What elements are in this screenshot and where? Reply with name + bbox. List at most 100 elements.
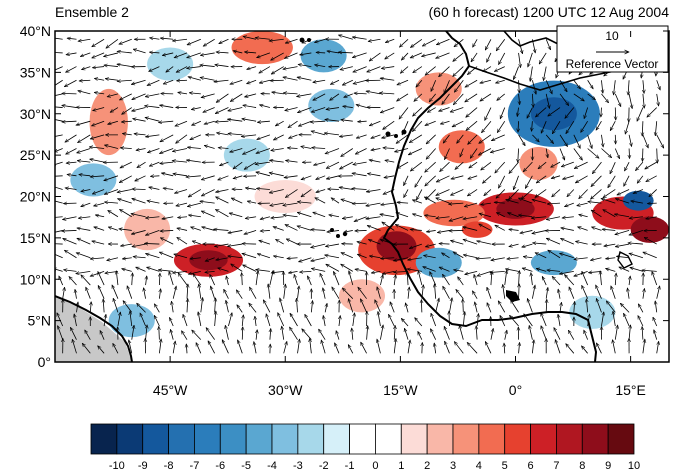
- wind-vector: [444, 80, 450, 93]
- wind-vector: [385, 160, 395, 162]
- wind-vector: [161, 173, 174, 177]
- wind-vector: [579, 215, 588, 217]
- wind-vector: [356, 105, 367, 108]
- wind-vector: [509, 229, 519, 230]
- wind-vector: [215, 65, 229, 67]
- wind-vector: [368, 239, 381, 245]
- wind-vector: [581, 120, 588, 132]
- wind-vector: [459, 325, 464, 340]
- wind-vector: [439, 267, 450, 272]
- wind-vector: [192, 330, 202, 340]
- wind-vector: [81, 66, 91, 70]
- wind-vector: [592, 161, 602, 173]
- wind-vector: [104, 65, 118, 66]
- wind-vector: [223, 289, 229, 299]
- wind-vector: [470, 148, 478, 159]
- wind-vector: [145, 134, 160, 137]
- wind-vector: [635, 161, 644, 170]
- colorbar-label: -4: [267, 460, 277, 471]
- wind-vector: [187, 284, 188, 299]
- wind-vector: [495, 161, 506, 173]
- wind-vector: [482, 175, 492, 183]
- wind-vector: [604, 243, 616, 246]
- wind-vector: [369, 160, 381, 163]
- wind-vector: [145, 230, 160, 235]
- wind-vector: [408, 287, 409, 299]
- wind-vector: [535, 189, 547, 197]
- wind-vector: [90, 302, 91, 313]
- wind-vector: [233, 51, 243, 53]
- wind-vector: [122, 107, 132, 115]
- wind-vector: [497, 120, 506, 132]
- wind-vector: [122, 258, 132, 259]
- wind-vector: [145, 217, 160, 218]
- wind-vector: [353, 313, 355, 327]
- wind-vector: [188, 270, 201, 274]
- wind-vector: [440, 120, 450, 124]
- wind-vector: [145, 117, 160, 122]
- wind-vector: [596, 120, 602, 130]
- wind-vector: [408, 148, 423, 156]
- wind-vector: [171, 301, 173, 313]
- wind-vector: [218, 175, 229, 180]
- wind-vector: [561, 161, 574, 167]
- wind-vector: [396, 134, 409, 144]
- wind-vector: [425, 66, 436, 76]
- colorbar-swatch: [607, 423, 635, 455]
- wind-vector: [159, 326, 160, 340]
- wind-vector: [560, 253, 574, 259]
- wind-vector: [601, 134, 603, 147]
- wind-vector: [628, 243, 643, 244]
- wind-vector: [243, 148, 257, 155]
- wind-vector: [367, 173, 381, 177]
- lon-tick-label: 15°E: [615, 382, 646, 398]
- wind-vector: [255, 38, 270, 40]
- wind-vector: [652, 317, 658, 327]
- wind-vector: [209, 274, 216, 286]
- wind-vector: [440, 161, 450, 171]
- wind-vector: [475, 302, 478, 313]
- wind-vector: [464, 202, 478, 207]
- wind-vector: [601, 312, 603, 327]
- wind-vector: [601, 199, 616, 204]
- wind-vector: [170, 329, 174, 340]
- wind-vector: [257, 52, 271, 58]
- wind-vector: [481, 203, 492, 205]
- wind-vector: [498, 52, 506, 65]
- map-panel: [55, 31, 669, 362]
- wind-vector: [271, 148, 284, 151]
- wind-vector: [200, 77, 215, 81]
- wind-vector: [484, 39, 492, 50]
- wind-vector: [310, 338, 312, 354]
- anomaly-contour: [530, 250, 577, 276]
- wind-vector: [104, 202, 118, 203]
- wind-vector: [487, 287, 492, 299]
- wind-vector: [297, 226, 312, 231]
- wind-vector: [149, 187, 160, 190]
- wind-vector: [62, 121, 77, 122]
- wind-vector: [176, 134, 188, 143]
- wind-vector: [58, 276, 64, 286]
- wind-vector: [259, 66, 271, 74]
- wind-vector: [75, 289, 77, 299]
- wind-vector: [657, 341, 659, 354]
- wind-vector: [627, 288, 629, 299]
- wind-vector: [94, 92, 105, 93]
- colorbar-label: 2: [424, 460, 430, 471]
- wind-vector: [559, 148, 565, 161]
- wind-vector: [78, 39, 91, 41]
- wind-vector: [394, 275, 395, 286]
- wind-vector: [480, 93, 492, 101]
- wind-vector: [285, 107, 298, 111]
- wind-vector: [453, 251, 464, 259]
- wind-vector: [574, 161, 588, 169]
- wind-vector: [162, 52, 174, 56]
- wind-vector: [645, 161, 657, 170]
- wind-vector: [647, 107, 657, 118]
- wind-vector: [643, 252, 657, 259]
- wind-vector: [254, 342, 257, 354]
- wind-vector: [496, 212, 505, 218]
- wind-vector: [395, 224, 409, 231]
- wind-vector: [269, 39, 284, 41]
- wind-vector: [159, 339, 161, 354]
